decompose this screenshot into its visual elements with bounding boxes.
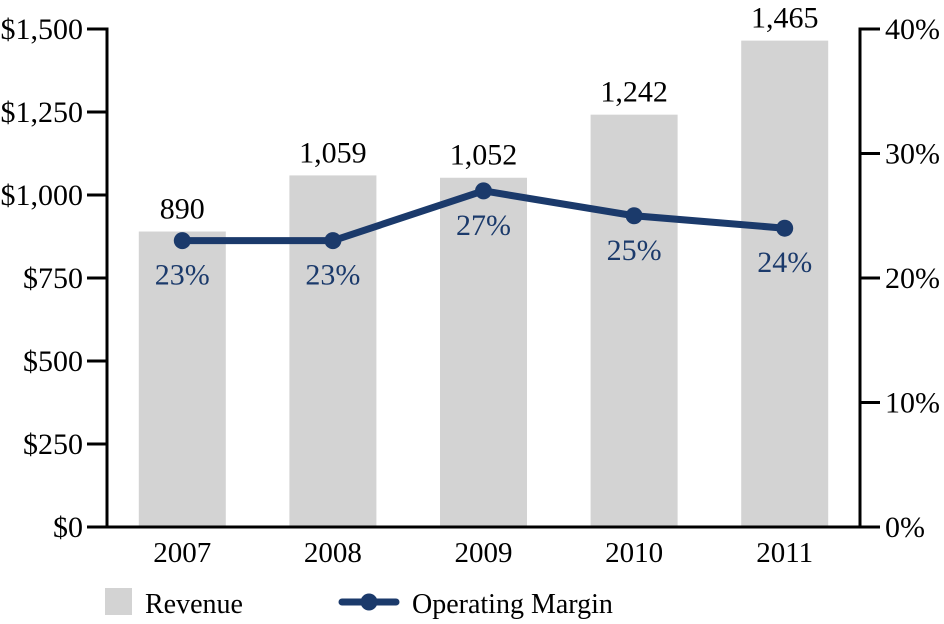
line-value-label: 24% xyxy=(757,246,812,279)
right-axis-tick-label: 10% xyxy=(885,387,940,420)
left-axis-tick-label: $0 xyxy=(53,511,83,544)
left-axis-tick-label: $750 xyxy=(23,262,83,295)
legend-operating-margin-label: Operating Margin xyxy=(412,589,613,620)
line-value-label: 27% xyxy=(456,209,511,242)
x-axis-category-label: 2009 xyxy=(455,537,513,569)
revenue-bar xyxy=(440,177,527,527)
line-point-marker xyxy=(173,232,191,250)
line-point-marker xyxy=(324,232,342,250)
x-axis-category-label: 2011 xyxy=(756,537,813,569)
left-axis-tick-label: $1,500 xyxy=(1,13,84,46)
line-point-marker xyxy=(475,182,492,200)
line-point-marker xyxy=(625,207,643,225)
left-axis-tick-label: $1,000 xyxy=(1,179,84,212)
bar-value-label: 890 xyxy=(160,193,205,226)
bar-value-label: 1,052 xyxy=(450,139,518,172)
line-value-label: 23% xyxy=(155,259,210,292)
revenue-bar xyxy=(741,40,829,528)
x-axis-category-label: 2008 xyxy=(304,537,362,569)
right-axis-tick-label: 20% xyxy=(885,262,940,295)
right-axis-tick-label: 0% xyxy=(885,511,925,544)
left-axis-tick-label: $250 xyxy=(23,428,83,461)
legend-revenue-label: Revenue xyxy=(145,589,243,620)
revenue-bar xyxy=(590,114,678,527)
x-axis-category-label: 2007 xyxy=(153,537,211,569)
bar-value-label: 1,059 xyxy=(299,136,367,169)
revenue-bar xyxy=(138,231,226,527)
bar-value-label: 1,465 xyxy=(751,2,819,35)
line-value-label: 23% xyxy=(305,259,360,292)
right-axis-tick-label: 40% xyxy=(885,13,940,46)
bar-value-label: 1,242 xyxy=(600,76,668,109)
legend-line-swatch-dot xyxy=(360,593,378,611)
line-value-label: 25% xyxy=(607,234,662,267)
legend-revenue-swatch xyxy=(105,588,132,615)
right-axis-tick-label: 30% xyxy=(885,138,940,171)
left-axis-tick-label: $1,250 xyxy=(1,96,84,129)
left-axis-tick-label: $500 xyxy=(23,345,83,378)
line-point-marker xyxy=(776,219,794,237)
x-axis-category-label: 2010 xyxy=(605,537,663,569)
